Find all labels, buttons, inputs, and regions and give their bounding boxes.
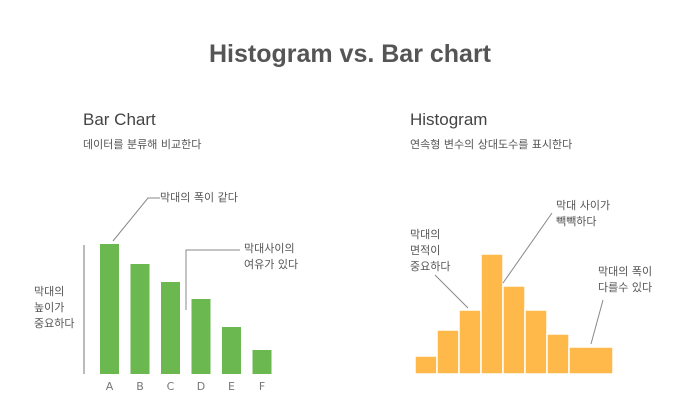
bar-tick-label: D xyxy=(197,380,205,393)
bar-E xyxy=(222,327,241,374)
bar-C xyxy=(161,282,180,374)
histogram-bin xyxy=(458,309,482,375)
callout-line-tight xyxy=(502,212,553,284)
histogram-subtitle: 연속형 변수의 상대도수를 표시한다 xyxy=(410,138,573,151)
callout-line-area xyxy=(434,274,469,309)
histogram-title: Histogram xyxy=(410,110,488,129)
annotation-tight: 막대 사이가 빽빽하다 xyxy=(556,199,611,228)
bar-F xyxy=(252,350,272,374)
histogram-bin xyxy=(414,355,438,375)
bar-A xyxy=(100,244,119,374)
bar-tick-label: A xyxy=(106,380,114,393)
callout-line-same-width xyxy=(112,197,160,242)
annotation-same-width: 막대의 폭이 같다 xyxy=(160,191,238,204)
bar-tick-label: C xyxy=(167,380,175,393)
histogram-bin xyxy=(480,253,504,375)
histogram-bin xyxy=(546,333,570,375)
bar-tick-label: B xyxy=(136,380,144,393)
bar-chart-subtitle: 데이터를 분류해 비교한다 xyxy=(83,138,202,151)
bar-tick-label: E xyxy=(228,380,235,393)
callout-line-gap xyxy=(185,249,240,310)
annotation-diff-width: 막대의 폭이 다를수 있다 xyxy=(598,265,653,294)
histogram-bin xyxy=(436,329,460,375)
annotation-gap: 막대사이의 여유가 있다 xyxy=(244,242,299,271)
annotation-area: 막대의 면적이 중요하다 xyxy=(410,228,451,273)
histogram-bin xyxy=(502,285,526,375)
bar-chart: A B C D E F xyxy=(100,244,272,393)
callout-line-diff-width xyxy=(590,299,604,345)
annotation-height: 막대의 높이가 중요하다 xyxy=(34,285,75,330)
bar-D xyxy=(191,299,211,374)
bar-tick-label: F xyxy=(259,380,265,393)
histogram-bin xyxy=(524,309,548,375)
bar-B xyxy=(130,264,150,374)
page-title: Histogram vs. Bar chart xyxy=(208,40,492,68)
histogram-bin xyxy=(568,346,614,375)
bar-chart-title: Bar Chart xyxy=(83,110,156,129)
histogram xyxy=(414,253,614,375)
